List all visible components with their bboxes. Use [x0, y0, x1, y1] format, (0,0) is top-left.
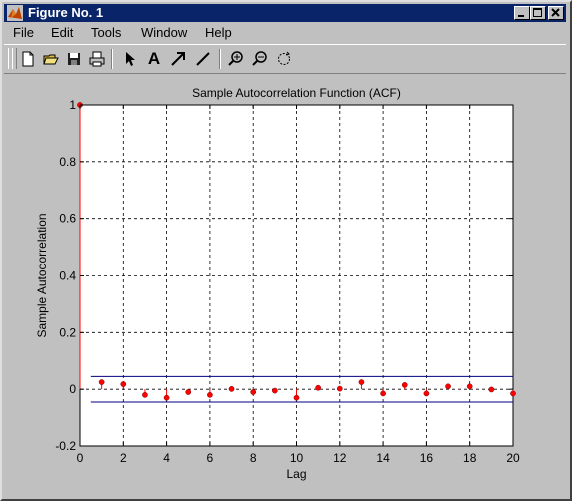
x-axis-ticks: 0 2 4 6 8 10 12 14 16 18 20 [77, 105, 520, 465]
x-tick-label: 0 [77, 451, 84, 465]
acf-stem-marker [142, 392, 148, 398]
arrow-insert-icon [171, 52, 185, 66]
maximize-icon [533, 8, 542, 17]
y-tick-label: 0.6 [59, 212, 76, 226]
x-tick-label: 4 [163, 451, 170, 465]
text-insert-icon: A [147, 49, 161, 68]
zoom-in-icon [228, 51, 243, 66]
edit-plot-button[interactable] [119, 49, 139, 69]
x-tick-label: 16 [420, 451, 434, 465]
toolbar-separator [219, 49, 221, 69]
acf-stems [77, 102, 516, 401]
insert-text-button[interactable]: A [144, 49, 164, 69]
acf-stem-marker [401, 382, 408, 388]
acf-stem-marker [250, 389, 257, 395]
toolbar-separator [111, 49, 113, 69]
zoom-out-button[interactable] [250, 49, 270, 69]
menu-bar: File Edit Tools Window Help [4, 23, 566, 42]
y-axis-ticks: -0.2 0 0.2 0.4 0.6 0.8 1 [55, 98, 513, 453]
x-tick-label: 8 [250, 451, 257, 465]
zoom-in-button[interactable] [226, 49, 246, 69]
x-tick-label: 14 [376, 451, 390, 465]
pointer-arrow-icon [126, 52, 135, 66]
title-bar[interactable]: Figure No. 1 [4, 4, 566, 22]
x-tick-label: 18 [463, 451, 477, 465]
insert-arrow-button[interactable] [168, 49, 188, 69]
acf-stem-marker [423, 390, 430, 397]
minimize-icon [518, 15, 524, 17]
menu-help[interactable]: Help [205, 25, 232, 40]
line-insert-icon [196, 52, 210, 66]
y-tick-label: 0 [69, 382, 76, 396]
rotate-icon [278, 51, 290, 65]
acf-stem-marker [510, 390, 516, 397]
figure-toolbar: A [4, 44, 566, 74]
acf-stem-marker [272, 387, 278, 394]
y-tick-label: 0.8 [59, 155, 76, 169]
acf-chart: 0 2 4 6 8 10 12 14 16 18 20 -0.200.20.40.60.81 Sam… [35, 86, 520, 481]
figure-canvas-area: 0 2 4 6 8 10 12 14 16 18 20 -0.2 0 0.2 0.4 0.6 0.8 1 Sam… [4, 74, 566, 496]
print-button[interactable] [87, 49, 107, 69]
y-axis-label: Sample Autocorrelation [35, 213, 49, 337]
save-disk-icon [68, 53, 80, 65]
close-icon [551, 8, 560, 17]
close-button[interactable] [548, 6, 564, 20]
y-tick-label: 0.2 [59, 325, 76, 339]
chart-title: Sample Autocorrelation Function (ACF) [192, 86, 401, 100]
acf-stem-marker [466, 383, 473, 390]
new-file-icon [22, 51, 34, 67]
acf-stem-marker [163, 394, 170, 401]
acf-stem-marker [293, 394, 300, 401]
x-axis-label: Lag [286, 467, 306, 481]
minimize-button[interactable] [514, 6, 530, 20]
menu-edit[interactable]: Edit [51, 25, 74, 40]
acf-stem-marker [336, 385, 343, 392]
acf-stem-marker [207, 392, 213, 398]
open-file-button[interactable] [41, 49, 61, 69]
x-tick-label: 12 [333, 451, 347, 465]
rotate-3d-button[interactable] [274, 49, 294, 69]
insert-line-button[interactable] [193, 49, 213, 69]
acf-stem-marker [185, 389, 192, 395]
y-tick-label: 1 [69, 98, 76, 112]
acf-stem-marker [445, 383, 451, 390]
matlab-logo-icon [7, 5, 23, 21]
acf-stem-marker [98, 379, 105, 385]
x-tick-label: 2 [120, 451, 127, 465]
acf-stem-marker [488, 386, 495, 393]
confidence-bounds [90, 375, 513, 403]
plot-area: 0 2 4 6 8 10 12 14 16 18 20 -0.200.20.40.60.81 [55, 98, 520, 465]
menu-file[interactable]: File [13, 25, 34, 40]
acf-stem-marker [380, 390, 386, 397]
maximize-button[interactable] [530, 6, 546, 20]
new-figure-button[interactable] [18, 49, 38, 69]
acf-stem-marker [228, 386, 235, 392]
save-button[interactable] [64, 49, 84, 69]
menu-tools[interactable]: Tools [91, 25, 122, 40]
x-tick-label: 20 [506, 451, 520, 465]
y-tick-label: -0.2 [55, 439, 76, 453]
zoom-out-icon [252, 51, 267, 66]
window-title: Figure No. 1 [28, 5, 104, 20]
print-icon [89, 51, 105, 67]
acf-stem-marker [315, 384, 321, 391]
x-tick-label: 6 [207, 451, 214, 465]
x-tick-label: 10 [290, 451, 304, 465]
open-folder-icon [43, 54, 59, 65]
toolbar-grip[interactable] [12, 48, 17, 69]
acf-stem-marker [120, 381, 127, 387]
acf-stem-marker [358, 379, 365, 385]
menu-window[interactable]: Window [141, 25, 188, 40]
y-tick-label: 0.4 [59, 269, 76, 283]
